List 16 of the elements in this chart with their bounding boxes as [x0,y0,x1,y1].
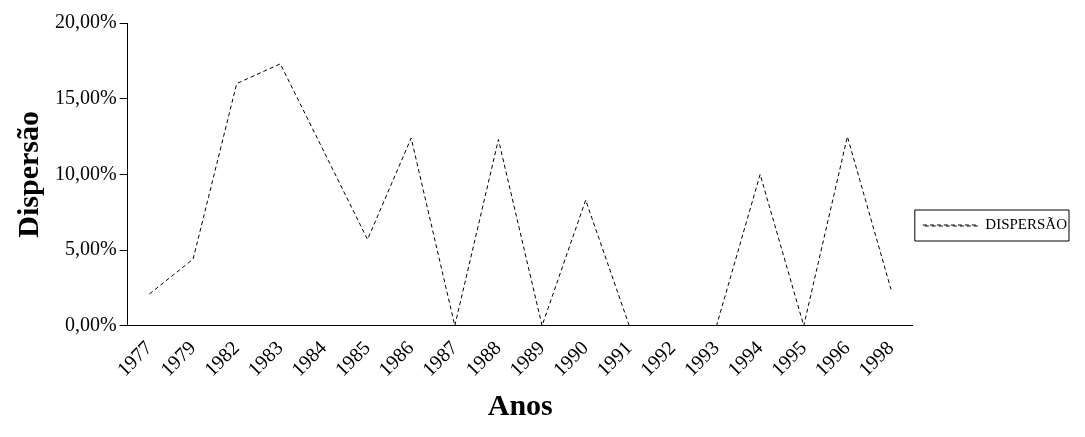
y-axis-title: Dispersão [10,111,44,238]
x-tick-label: 1992 [635,336,680,381]
y-tick-label: 20,00% [54,10,117,33]
x-axis-title: Anos [487,387,553,421]
x-tick-label: 1979 [155,336,200,381]
x-tick-label: 1983 [243,336,287,381]
x-tick-label: 1982 [199,336,244,381]
y-tick-label: 5,00% [64,237,117,260]
y-tick-label: 10,00% [54,161,117,184]
y-tick-label: 15,00% [54,85,117,108]
x-tick-label: 1990 [548,336,593,381]
y-tick-label: 0,00% [64,313,117,335]
legend-label: DISPERSÃO [985,216,1068,233]
x-tick-label: 1989 [504,336,549,381]
x-tick-label: 1991 [591,336,636,381]
x-tick-label: 1988 [461,336,505,381]
